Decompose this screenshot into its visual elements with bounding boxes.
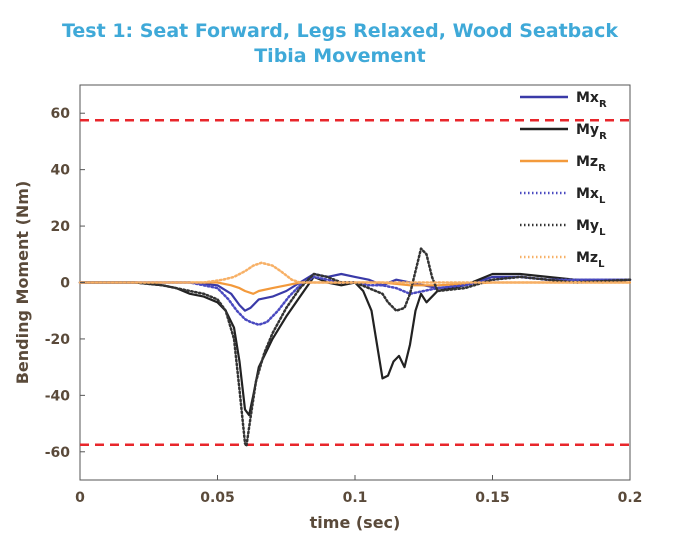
legend-label: MxR: [576, 90, 607, 110]
y-tick-label: 0: [60, 276, 70, 292]
legend-label: MzL: [576, 250, 605, 270]
x-tick-label: 0.2: [618, 490, 643, 506]
series-line-my-r: [78, 272, 632, 417]
chart-title-line-2: Tibia Movement: [254, 45, 426, 67]
x-tick-label: 0: [75, 490, 85, 506]
reference-lines: [80, 119, 630, 446]
y-tick-label: 40: [51, 163, 71, 179]
series-lines: [78, 247, 632, 448]
series-line-mz-r: [78, 281, 632, 295]
y-tick-label: 20: [51, 219, 71, 235]
chart-title-line-1: Test 1: Seat Forward, Legs Relaxed, Wood…: [61, 20, 618, 42]
series-line-mz-l: [78, 261, 632, 284]
y-tick-label: 60: [51, 106, 71, 122]
legend-label: MyL: [576, 218, 606, 238]
x-axis-ticks: 0 0.05 0.1 0.15 0.2: [75, 475, 642, 506]
y-tick-label: -40: [45, 388, 71, 404]
legend-label: MyR: [576, 122, 607, 142]
x-tick-label: 0.1: [343, 490, 368, 506]
series-line-mx-l: [78, 275, 632, 327]
series-line-my-l: [78, 247, 632, 448]
legend-label: MxL: [576, 186, 606, 206]
y-axis-label: Bending Moment (Nm): [13, 181, 32, 385]
y-axis-ticks: -60 -40 -20 0 20 40 60: [45, 106, 85, 461]
x-tick-label: 0.05: [200, 490, 235, 506]
x-axis-label: time (sec): [310, 513, 401, 532]
y-tick-label: -60: [45, 445, 71, 461]
legend-label: MzR: [576, 154, 606, 174]
legend: MxR MyR MzR MxL MyL MzL: [520, 90, 607, 270]
y-tick-label: -20: [45, 332, 71, 348]
x-tick-label: 0.15: [475, 490, 510, 506]
series-line-mx-r: [78, 272, 632, 312]
